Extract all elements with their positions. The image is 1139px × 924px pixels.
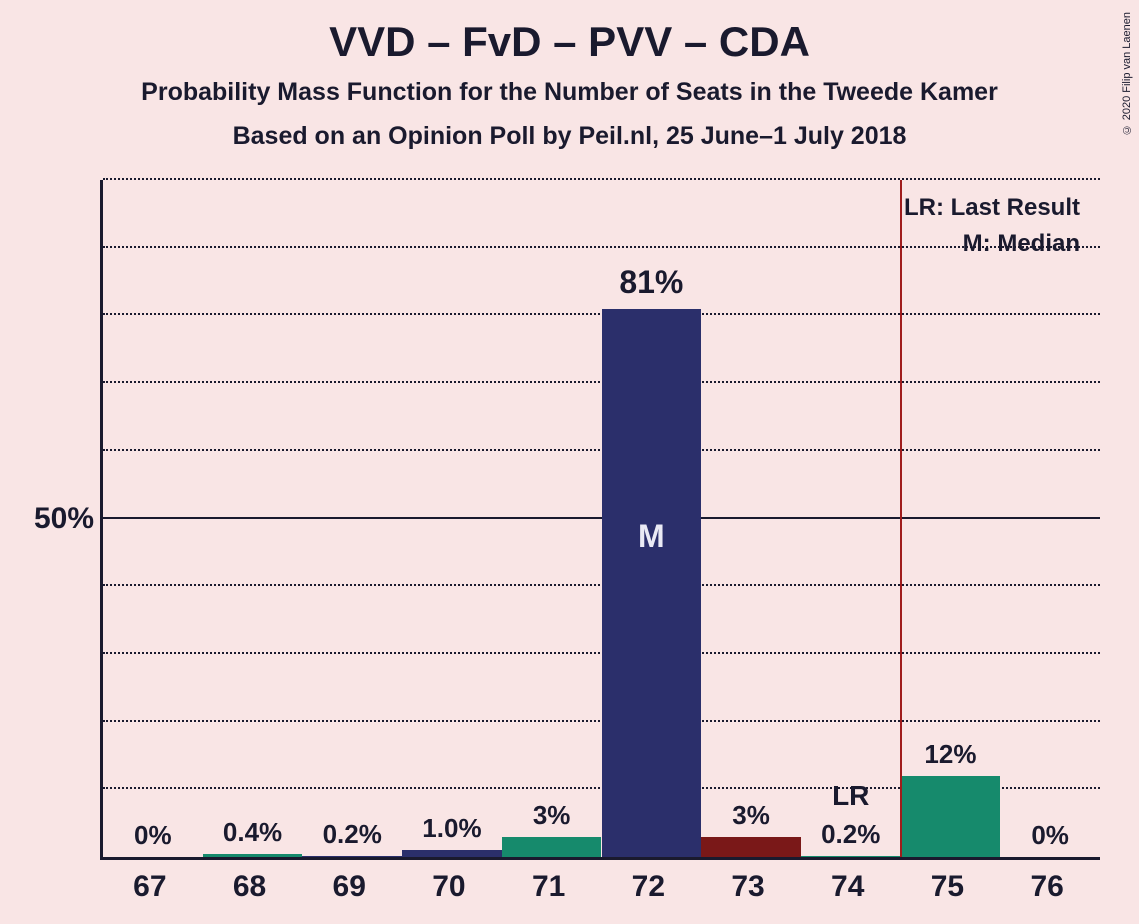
chart-title: VVD – FvD – PVV – CDA <box>0 18 1139 66</box>
copyright-text: © 2020 Filip van Laenen <box>1121 12 1133 135</box>
bar-value-label: 0% <box>103 820 203 851</box>
plot-area: LR: Last Result M: Median 0%0.4%0.2%1.0%… <box>100 180 1100 860</box>
bar-value-label: 0.2% <box>801 819 901 850</box>
bar-value-label: 3% <box>701 800 801 831</box>
x-axis-labels: 67686970717273747576 <box>100 870 1100 910</box>
bar-value-label: 81% <box>602 264 702 301</box>
bar <box>502 837 602 857</box>
bar-value-label: 3% <box>502 800 602 831</box>
x-axis-tick-label: 72 <box>599 870 699 904</box>
x-axis-tick-label: 76 <box>997 870 1097 904</box>
median-marker: M <box>602 518 702 555</box>
x-axis-tick-label: 70 <box>399 870 499 904</box>
chart-container: VVD – FvD – PVV – CDA Probability Mass F… <box>0 0 1139 924</box>
bar-value-label: 12% <box>901 739 1001 770</box>
x-axis-tick-label: 69 <box>299 870 399 904</box>
bars-group: 0%0.4%0.2%1.0%3%81%M3%0.2%LR12%0% <box>103 180 1100 857</box>
bar-value-label: 0% <box>1000 820 1100 851</box>
x-axis-tick-label: 74 <box>798 870 898 904</box>
bar <box>302 856 402 857</box>
x-axis-tick-label: 73 <box>698 870 798 904</box>
bar-value-label: 0.2% <box>302 819 402 850</box>
bar <box>901 776 1001 857</box>
bar <box>801 856 901 857</box>
chart-subtitle-1: Probability Mass Function for the Number… <box>0 78 1139 107</box>
x-axis-tick-label: 68 <box>200 870 300 904</box>
chart-subtitle-2: Based on an Opinion Poll by Peil.nl, 25 … <box>0 122 1139 151</box>
bar <box>402 850 502 857</box>
bar <box>203 854 303 857</box>
bar <box>701 837 801 857</box>
bar-value-label: 0.4% <box>203 817 303 848</box>
x-axis-tick-label: 71 <box>499 870 599 904</box>
bar <box>602 309 702 857</box>
y-axis-label: 50% <box>34 502 94 536</box>
last-result-label: LR <box>801 780 901 812</box>
last-result-line <box>900 180 902 857</box>
x-axis-tick-label: 67 <box>100 870 200 904</box>
bar-value-label: 1.0% <box>402 813 502 844</box>
x-axis-tick-label: 75 <box>898 870 998 904</box>
